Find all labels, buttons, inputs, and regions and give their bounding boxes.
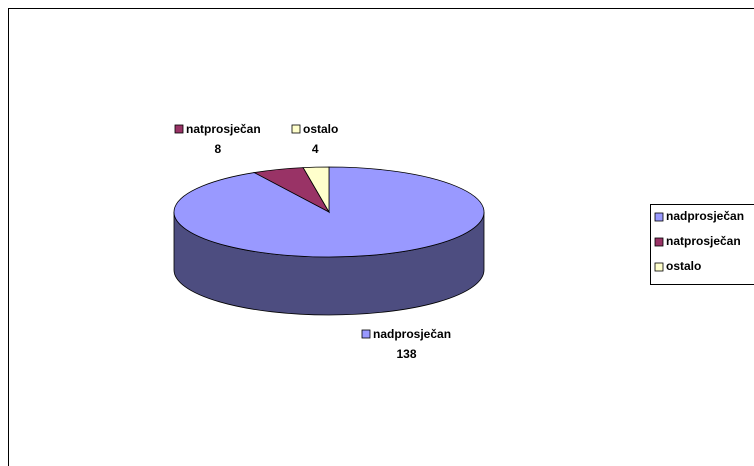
legend-key — [654, 237, 664, 247]
data-label-value: 4 — [312, 142, 319, 156]
data-label-category: natprosječan — [186, 122, 261, 136]
label-key — [174, 124, 184, 134]
legend-key — [654, 262, 664, 272]
data-label-category: ostalo — [303, 122, 338, 136]
legend-label: ostalo — [666, 259, 701, 273]
data-label-value: 8 — [215, 142, 222, 156]
legend-label: natprosječan — [666, 234, 741, 248]
pie-slice — [302, 166, 330, 214]
legend-key — [654, 212, 664, 222]
legend-label: nadprosječan — [666, 209, 744, 223]
data-label-category: nadprosječan — [373, 327, 451, 341]
label-key — [291, 124, 301, 134]
label-key — [361, 329, 371, 339]
legend-box — [650, 204, 754, 285]
data-label-value: 138 — [397, 347, 417, 361]
